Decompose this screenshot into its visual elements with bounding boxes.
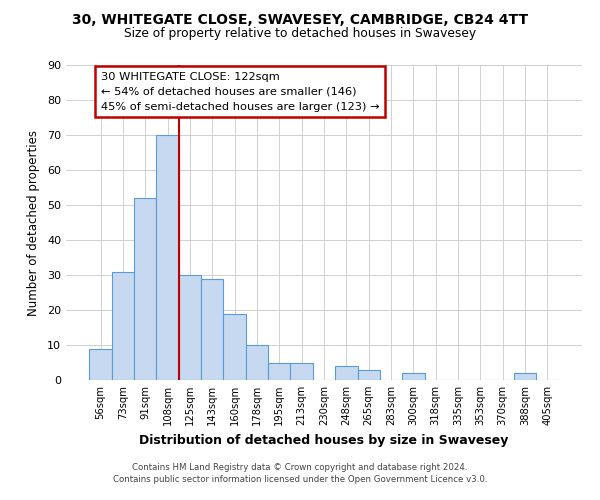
Bar [157,135,179,380]
Bar [246,345,268,380]
Text: Contains HM Land Registry data © Crown copyright and database right 2024.: Contains HM Land Registry data © Crown c… [132,464,468,472]
X-axis label: Distribution of detached houses by size in Swavesey: Distribution of detached houses by size … [139,434,509,446]
Text: 30 WHITEGATE CLOSE: 122sqm
← 54% of detached houses are smaller (146)
45% of sem: 30 WHITEGATE CLOSE: 122sqm ← 54% of deta… [101,72,379,112]
Bar [223,314,246,380]
Bar [514,373,536,380]
Bar [358,370,380,380]
Bar [268,362,290,380]
Bar [402,373,425,380]
Bar [112,272,134,380]
Text: Size of property relative to detached houses in Swavesey: Size of property relative to detached ho… [124,28,476,40]
Text: 30, WHITEGATE CLOSE, SWAVESEY, CAMBRIDGE, CB24 4TT: 30, WHITEGATE CLOSE, SWAVESEY, CAMBRIDGE… [72,12,528,26]
Bar [134,198,157,380]
Text: Contains public sector information licensed under the Open Government Licence v3: Contains public sector information licen… [113,475,487,484]
Bar [89,348,112,380]
Y-axis label: Number of detached properties: Number of detached properties [27,130,40,316]
Bar [335,366,358,380]
Bar [179,275,201,380]
Bar [201,278,223,380]
Bar [290,362,313,380]
